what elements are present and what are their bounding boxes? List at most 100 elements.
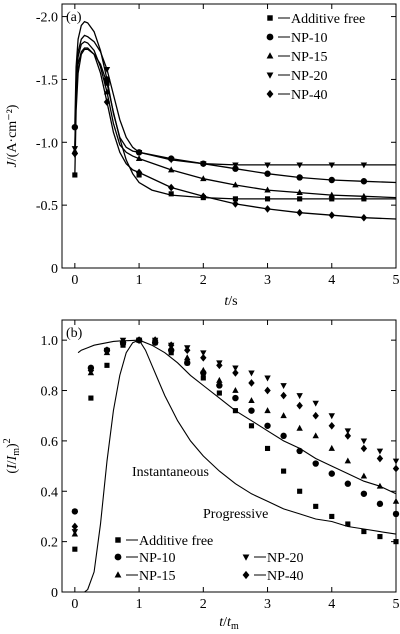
panel-b-legend-np-20-label: NP-20 bbox=[267, 551, 304, 566]
panel-a-xtick-label: 2 bbox=[200, 273, 207, 288]
panel-a-np-40-line bbox=[74, 47, 397, 220]
panel-b-np-15-point bbox=[216, 376, 223, 383]
panel-a-legend-np-15-marker bbox=[266, 52, 274, 59]
panel-b-ytick-label: 1.0 bbox=[41, 334, 59, 349]
panel-a-np-15-line bbox=[74, 40, 397, 199]
panel-a-additive-free-point bbox=[104, 80, 110, 86]
panel-b-legend-np-10-label: NP-10 bbox=[139, 551, 176, 566]
panel-a-legend-additive-free-marker bbox=[267, 15, 273, 21]
panel-a-np-20-line bbox=[74, 34, 396, 166]
panel-b-progressive-label: Progressive bbox=[203, 507, 268, 522]
panel-b-xlabel-part: t bbox=[227, 615, 232, 630]
panel-b-np-40-point bbox=[216, 361, 223, 370]
panel-a-legend-np-20-label: NP-20 bbox=[291, 69, 328, 84]
panel-a-panel-label: (a) bbox=[66, 10, 82, 25]
panel-b-np-40-point bbox=[248, 379, 255, 387]
panel-a-ytick-label: -1.5 bbox=[36, 73, 58, 88]
panel-b-legend-np-10-marker bbox=[114, 553, 122, 561]
panel-b-additive-free-point bbox=[216, 390, 222, 396]
panel-b-np-10-point bbox=[248, 407, 255, 414]
panel-b-xtick-label: 4 bbox=[328, 597, 335, 612]
panel-b-np-15-point bbox=[328, 444, 335, 451]
panel-b-xtick-label: 3 bbox=[264, 597, 271, 612]
panel-a-np-20-point bbox=[264, 162, 271, 169]
panel-a-ylabel-part: /(A·cm⁻²) bbox=[5, 104, 20, 161]
panel-b-xlabel-part: m bbox=[231, 621, 239, 632]
panel-b-ylabel-part: / bbox=[5, 460, 20, 464]
panel-b-ylabel-part: ( bbox=[5, 469, 20, 474]
panel-a-additive-free-point bbox=[168, 191, 174, 197]
panel-b-np-40-point bbox=[71, 522, 79, 531]
panel-a-additive-free-point bbox=[264, 196, 271, 202]
panel-b-np-20-point bbox=[344, 428, 352, 435]
panel-b-np-20-point bbox=[248, 370, 255, 377]
panel-b-np-20-point bbox=[360, 438, 368, 445]
panel-b-ylabel-part: m bbox=[11, 448, 22, 456]
panel-a-np-40-point bbox=[328, 211, 335, 220]
panel-b-np-15-point bbox=[184, 354, 191, 361]
panel-a-np-15-point bbox=[328, 191, 335, 198]
panel-a-np-10-point bbox=[264, 170, 271, 177]
panel-b-legend-np-15-label: NP-15 bbox=[139, 569, 176, 584]
panel-b-additive-free-point bbox=[281, 468, 287, 474]
panel-a-xtick-label: 0 bbox=[71, 273, 78, 288]
panel-a-legend-additive-free-label: Additive free bbox=[291, 12, 365, 27]
panel-b-np-10-point bbox=[376, 500, 384, 508]
panel-b-np-15-point bbox=[264, 407, 271, 414]
panel-b-np-40-point bbox=[392, 464, 400, 473]
panel-b-legend-np-20-marker bbox=[242, 554, 250, 561]
panel-b-np-10-point bbox=[328, 470, 335, 477]
panel-b-xtick-label: 2 bbox=[200, 597, 207, 612]
panel-b-legend-np-15-marker bbox=[114, 571, 122, 578]
panel-a-np-40-point bbox=[200, 192, 207, 201]
panel-a-np-10-line bbox=[74, 20, 397, 184]
panel-a-np-20-point bbox=[360, 162, 368, 169]
panel-b-ylabel: (I/Im)2 bbox=[2, 438, 22, 473]
panel-b-ytick-label: 0.2 bbox=[41, 536, 59, 551]
panel-a-plot-frame bbox=[61, 3, 397, 269]
panel-b-xlabel-part: / bbox=[223, 615, 227, 630]
panel-a-np-15-point bbox=[167, 166, 175, 173]
panel-b-np-20-point bbox=[296, 393, 303, 400]
panel-a-np-40-point bbox=[232, 200, 239, 208]
panel-b-legend-additive-free-marker bbox=[115, 537, 121, 543]
panel-b-np-10-point bbox=[184, 359, 191, 367]
panel-b-np-20-point bbox=[264, 375, 271, 382]
panel-b-np-40-point bbox=[184, 346, 191, 355]
panel-b-np-40-point bbox=[376, 454, 384, 463]
panel-b-additive-free-point bbox=[264, 445, 271, 452]
panel-a-np-20-point bbox=[135, 149, 143, 156]
panel-a-xtick-label: 1 bbox=[136, 273, 143, 288]
panel-b-additive-free-point bbox=[393, 539, 399, 545]
panel-b-additive-free-point bbox=[104, 362, 110, 368]
panel-b-additive-free-point bbox=[200, 375, 206, 381]
panel-b-np-40-point bbox=[103, 346, 111, 355]
panel-b-np-10-point bbox=[344, 480, 352, 487]
panel-b-np-40-point bbox=[312, 411, 319, 420]
panel-b-legend-np-40-marker bbox=[242, 570, 250, 580]
panel-b-panel-label: (b) bbox=[66, 326, 83, 341]
panel-b-xlabel-part: t bbox=[219, 615, 224, 630]
panel-b-np-15-point bbox=[200, 366, 207, 373]
panel-a-legend-np-40-marker bbox=[266, 89, 274, 99]
panel-a-np-40-point bbox=[167, 183, 175, 192]
panel-a-additive-free-point bbox=[297, 196, 303, 202]
panel-a-np-20-point bbox=[328, 162, 335, 169]
panel-b-np-40-point bbox=[296, 401, 303, 410]
panel-a-legend-np-10-label: NP-10 bbox=[291, 31, 328, 46]
panel-b-np-10-point bbox=[360, 490, 368, 497]
panel-a-np-20-point bbox=[232, 162, 239, 169]
panel-b-xtick-label: 5 bbox=[393, 597, 400, 612]
panel-a-ylabel-part: J bbox=[5, 160, 20, 167]
panel-a-xlabel-part: t bbox=[224, 294, 229, 309]
panel-a-np-40-point bbox=[135, 168, 143, 177]
panel-a-additive-free-point bbox=[232, 196, 238, 202]
panel-a-np-40-point bbox=[360, 213, 368, 222]
panel-a-legend-np-15-label: NP-15 bbox=[291, 50, 328, 65]
panel-b-np-40-point bbox=[135, 336, 143, 344]
panel-a-np-10-point bbox=[296, 174, 303, 181]
panel-b-ylabel-part: ) bbox=[5, 443, 20, 448]
panel-b-additive-free-point bbox=[297, 488, 303, 494]
panel-b-np-20-point bbox=[71, 529, 79, 536]
panel-a-np-20-point bbox=[103, 66, 111, 73]
